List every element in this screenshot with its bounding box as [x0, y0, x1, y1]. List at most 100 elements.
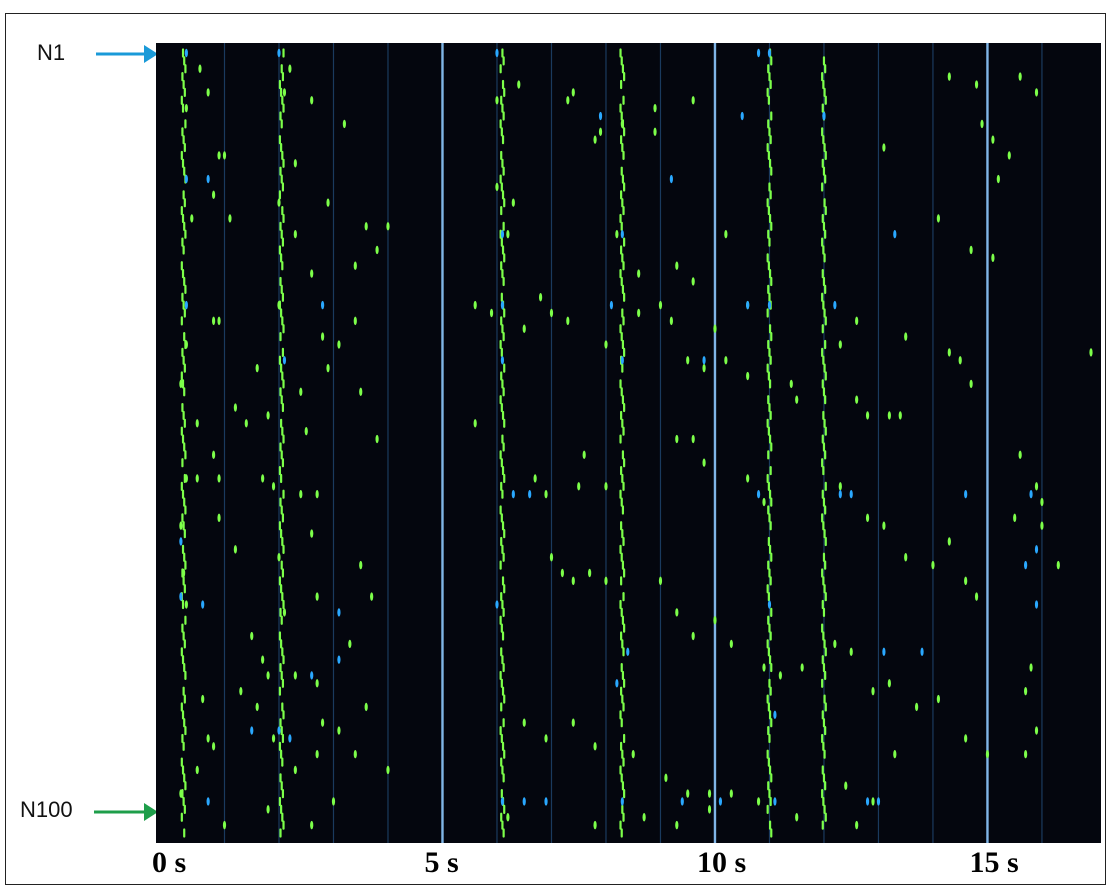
green-spike [304, 426, 308, 436]
green-spike [675, 608, 679, 617]
green-spike [293, 765, 297, 775]
green-spike [871, 686, 875, 696]
blue-spike [626, 647, 630, 656]
blue-spike [620, 230, 624, 239]
green-spike [1040, 521, 1044, 530]
green-spike [375, 434, 379, 444]
green-spike [691, 96, 695, 105]
x-tick-label: 0 s [152, 846, 187, 879]
green-spike [386, 765, 390, 775]
blue-spike [756, 490, 761, 499]
green-spike [353, 750, 357, 759]
green-spike [179, 521, 183, 530]
green-spike [729, 789, 733, 798]
green-spike [206, 88, 210, 97]
blue-spike [500, 797, 505, 806]
green-spike [320, 718, 325, 727]
green-spike [337, 726, 341, 735]
green-spike [277, 198, 281, 207]
blue-spike [528, 490, 532, 499]
green-spike [277, 553, 281, 562]
green-spike [958, 356, 962, 365]
green-spike [549, 308, 554, 318]
green-spike [473, 419, 477, 428]
green-spike [566, 96, 570, 105]
green-spike [620, 119, 624, 129]
blue-spike [882, 647, 886, 656]
green-spike [544, 734, 548, 743]
green-spike [198, 64, 202, 73]
blue-spike [746, 300, 750, 310]
green-spike [271, 734, 276, 743]
green-spike [495, 96, 499, 105]
green-spike [560, 568, 564, 578]
blue-spike [337, 608, 341, 617]
green-spike [217, 151, 221, 160]
blue-spike [702, 356, 706, 365]
green-spike [1029, 663, 1033, 672]
green-spike [255, 702, 259, 712]
green-spike [184, 600, 188, 609]
blue-spike [865, 797, 870, 806]
green-spike [991, 253, 995, 263]
green-spike [882, 143, 886, 152]
green-spike [1034, 726, 1039, 735]
green-spike [713, 616, 717, 625]
green-spike [658, 300, 663, 310]
blue-spike [1029, 490, 1033, 499]
green-spike [299, 387, 303, 396]
green-spike [293, 671, 297, 680]
green-spike [675, 820, 679, 830]
green-spike [211, 742, 216, 751]
green-spike [517, 80, 521, 89]
green-spike [228, 214, 232, 223]
green-spike [217, 316, 221, 326]
green-spike [762, 663, 766, 672]
blue-spike [838, 490, 842, 499]
green-spike [991, 135, 995, 144]
green-spike [277, 300, 281, 310]
blue-spike [767, 300, 772, 310]
green-spike [255, 363, 259, 373]
green-spike [571, 718, 575, 727]
blue-spike [620, 356, 624, 365]
green-spike [947, 537, 951, 546]
blue-spike [288, 734, 292, 743]
green-spike [756, 797, 761, 806]
green-spike [293, 159, 297, 168]
green-spike [593, 135, 597, 144]
green-spike [658, 576, 663, 586]
green-spike [211, 316, 216, 326]
green-spike [310, 269, 314, 278]
green-spike [675, 434, 679, 444]
blue-spike [767, 48, 772, 58]
green-spike [261, 655, 265, 664]
green-spike [315, 750, 319, 759]
green-spike [974, 592, 979, 601]
green-spike [980, 119, 984, 129]
green-spike [642, 813, 646, 822]
green-spike [789, 379, 793, 389]
green-spike [838, 340, 842, 349]
green-spike [386, 222, 390, 231]
green-spike [615, 230, 619, 239]
green-spike [746, 371, 750, 381]
green-spike [1056, 560, 1060, 570]
blue-spike [310, 671, 314, 680]
green-spike [795, 395, 799, 404]
blue-spike [282, 356, 287, 365]
green-spike [996, 174, 1000, 184]
green-spike [985, 750, 990, 759]
green-spike [936, 694, 941, 704]
green-spike [375, 245, 379, 255]
green-spike [887, 411, 891, 420]
green-spike [1034, 482, 1039, 491]
green-spike [179, 379, 183, 389]
green-spike [664, 773, 668, 783]
green-spike [179, 789, 183, 798]
green-spike [604, 576, 608, 586]
green-spike [604, 482, 608, 491]
x-tick-label: 10 s [696, 846, 747, 879]
green-spike [261, 474, 265, 483]
green-spike [195, 474, 199, 483]
